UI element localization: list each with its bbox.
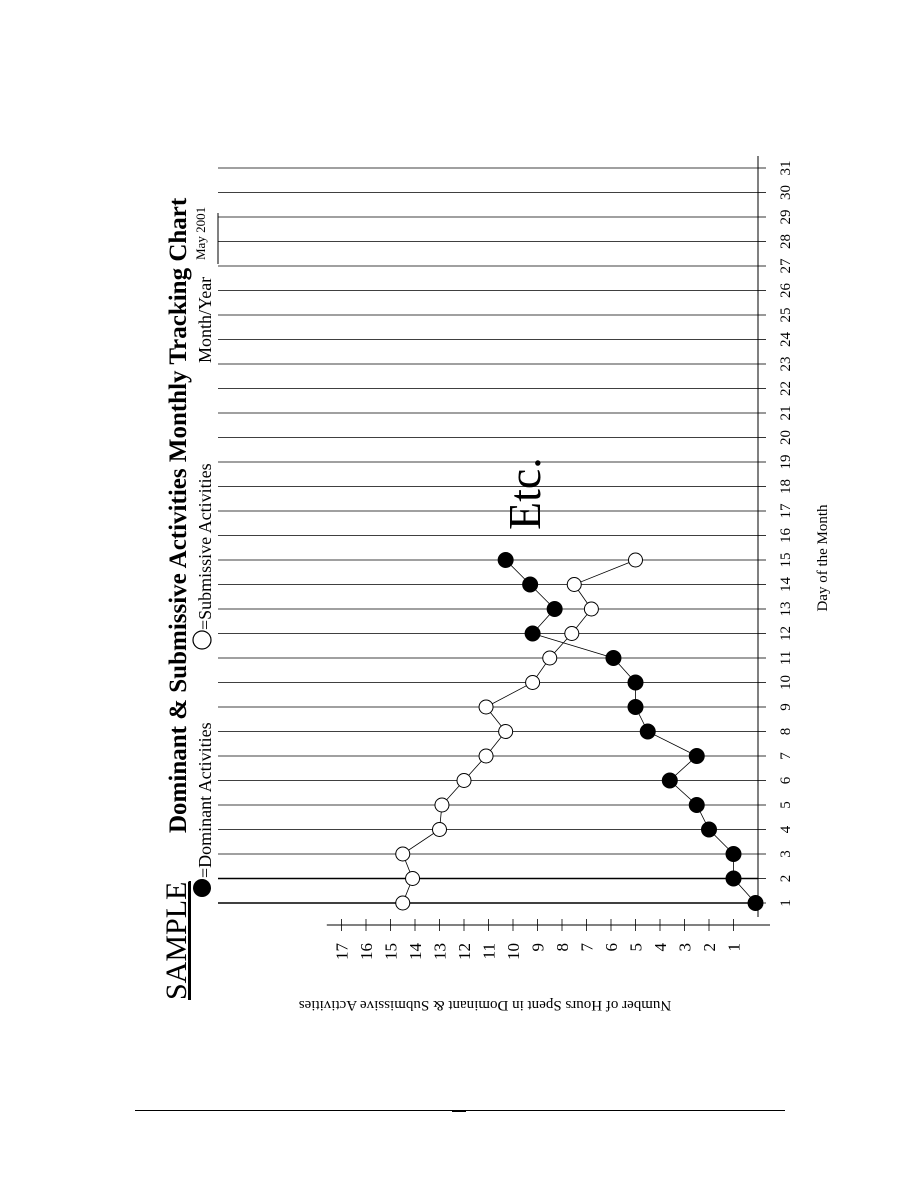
y-tick-label: 1	[725, 943, 744, 952]
dominant-point	[497, 552, 514, 568]
dominant-point	[546, 601, 563, 617]
y-tick-label: 14	[406, 943, 425, 961]
y-tick-label: 15	[382, 943, 401, 960]
submissive-point	[525, 675, 541, 690]
y-tick-label: 8	[553, 943, 572, 952]
submissive-point	[456, 773, 472, 788]
series-layer	[395, 552, 764, 911]
x-tick-label: 18	[778, 479, 794, 494]
dominant-point	[661, 772, 678, 789]
y-tick-label: 7	[578, 943, 597, 952]
annotation-etc: Etc.	[499, 457, 550, 530]
submissive-point	[432, 822, 447, 837]
y-tick-label: 9	[529, 943, 548, 952]
legend-submissive-label: =Submissive Activities	[195, 463, 215, 630]
x-tick-label: 22	[778, 381, 794, 396]
submissive-point	[564, 626, 580, 641]
x-tick-label: 8	[778, 728, 794, 736]
submissive-point	[395, 895, 411, 911]
submissive-point	[405, 871, 421, 886]
grid-layer	[218, 167, 758, 904]
x-tick-label: 4	[778, 825, 794, 833]
x-tick-label: 12	[778, 626, 794, 641]
x-tick-label: 28	[778, 234, 794, 249]
x-tick-label: 9	[778, 703, 794, 711]
x-tick-label: 16	[778, 528, 794, 544]
x-tick-label: 19	[778, 455, 794, 470]
submissive-point	[395, 846, 411, 862]
x-tick-label: 17	[778, 503, 794, 519]
x-tick-label: 11	[778, 651, 794, 665]
dominant-point	[725, 846, 742, 862]
y-tick-label: 12	[455, 943, 474, 960]
dominant-point	[524, 625, 541, 642]
chart-title: Dominant & Submissive Activities Monthly…	[165, 197, 192, 833]
dominant-point	[639, 723, 656, 740]
x-tick-label: 24	[778, 332, 794, 348]
dominant-point	[701, 821, 717, 838]
y-axis-label: Number of Hours Spent in Dominant & Subm…	[299, 997, 672, 1013]
x-tick-label: 25	[778, 308, 794, 323]
x-tick-label: 29	[778, 210, 794, 225]
dominant-point	[605, 650, 622, 666]
footer-mark	[452, 1110, 466, 1112]
x-tick-label: 7	[778, 752, 794, 760]
x-tick-label: 26	[778, 283, 794, 299]
axis-layer: 1234567891011121314151617181920212223242…	[326, 156, 794, 961]
month-year-label: Month/Year	[195, 277, 215, 363]
x-tick-label: 1	[778, 899, 794, 907]
submissive-point	[478, 699, 494, 715]
x-tick-label: 31	[778, 161, 794, 176]
submissive-point	[566, 577, 582, 592]
x-tick-label: 20	[778, 430, 794, 445]
dominant-point	[725, 870, 742, 887]
submissive-point	[434, 797, 450, 813]
x-tick-label: 10	[778, 675, 794, 690]
submissive-point	[628, 552, 643, 568]
y-tick-label: 13	[431, 943, 450, 960]
dominant-point	[522, 576, 539, 593]
submissive-point	[583, 601, 599, 617]
x-tick-label: 15	[778, 553, 794, 568]
y-tick-label: 16	[357, 943, 376, 960]
x-axis-label: Day of the Month	[815, 504, 831, 612]
submissive-point	[542, 650, 558, 666]
y-tick-label: 5	[627, 943, 646, 952]
y-tick-label: 17	[333, 943, 352, 961]
submissive-point	[498, 724, 514, 739]
y-tick-label: 11	[480, 943, 499, 959]
submissive-point	[478, 748, 494, 764]
x-tick-label: 30	[778, 185, 794, 200]
legend-submissive-marker	[192, 630, 212, 650]
y-tick-label: 10	[504, 943, 523, 960]
x-tick-label: 3	[778, 850, 794, 858]
y-tick-label: 3	[676, 943, 695, 952]
x-tick-label: 6	[778, 776, 794, 784]
dominant-point	[688, 748, 705, 764]
x-tick-label: 27	[778, 258, 794, 274]
x-tick-label: 21	[778, 406, 794, 421]
legend-dominant-marker	[193, 879, 211, 897]
x-tick-label: 14	[778, 577, 794, 593]
x-tick-label: 23	[778, 357, 794, 372]
x-tick-label: 2	[778, 875, 794, 883]
y-tick-label: 2	[700, 943, 719, 952]
rotated-chart-group: SAMPLE Dominant & Submissive Activities …	[160, 156, 831, 1000]
legend-dominant-label: =Dominant Activities	[195, 722, 215, 878]
y-tick-label: 6	[602, 943, 621, 952]
dominant-point	[627, 674, 644, 691]
month-year-value: May 2001	[193, 207, 208, 260]
dominant-point	[747, 895, 764, 911]
sample-label: SAMPLE	[160, 882, 193, 1000]
x-tick-label: 13	[778, 602, 794, 617]
dominant-point	[627, 699, 644, 715]
x-tick-label: 5	[778, 801, 794, 809]
dominant-point	[688, 797, 705, 813]
y-tick-label: 4	[651, 943, 670, 952]
